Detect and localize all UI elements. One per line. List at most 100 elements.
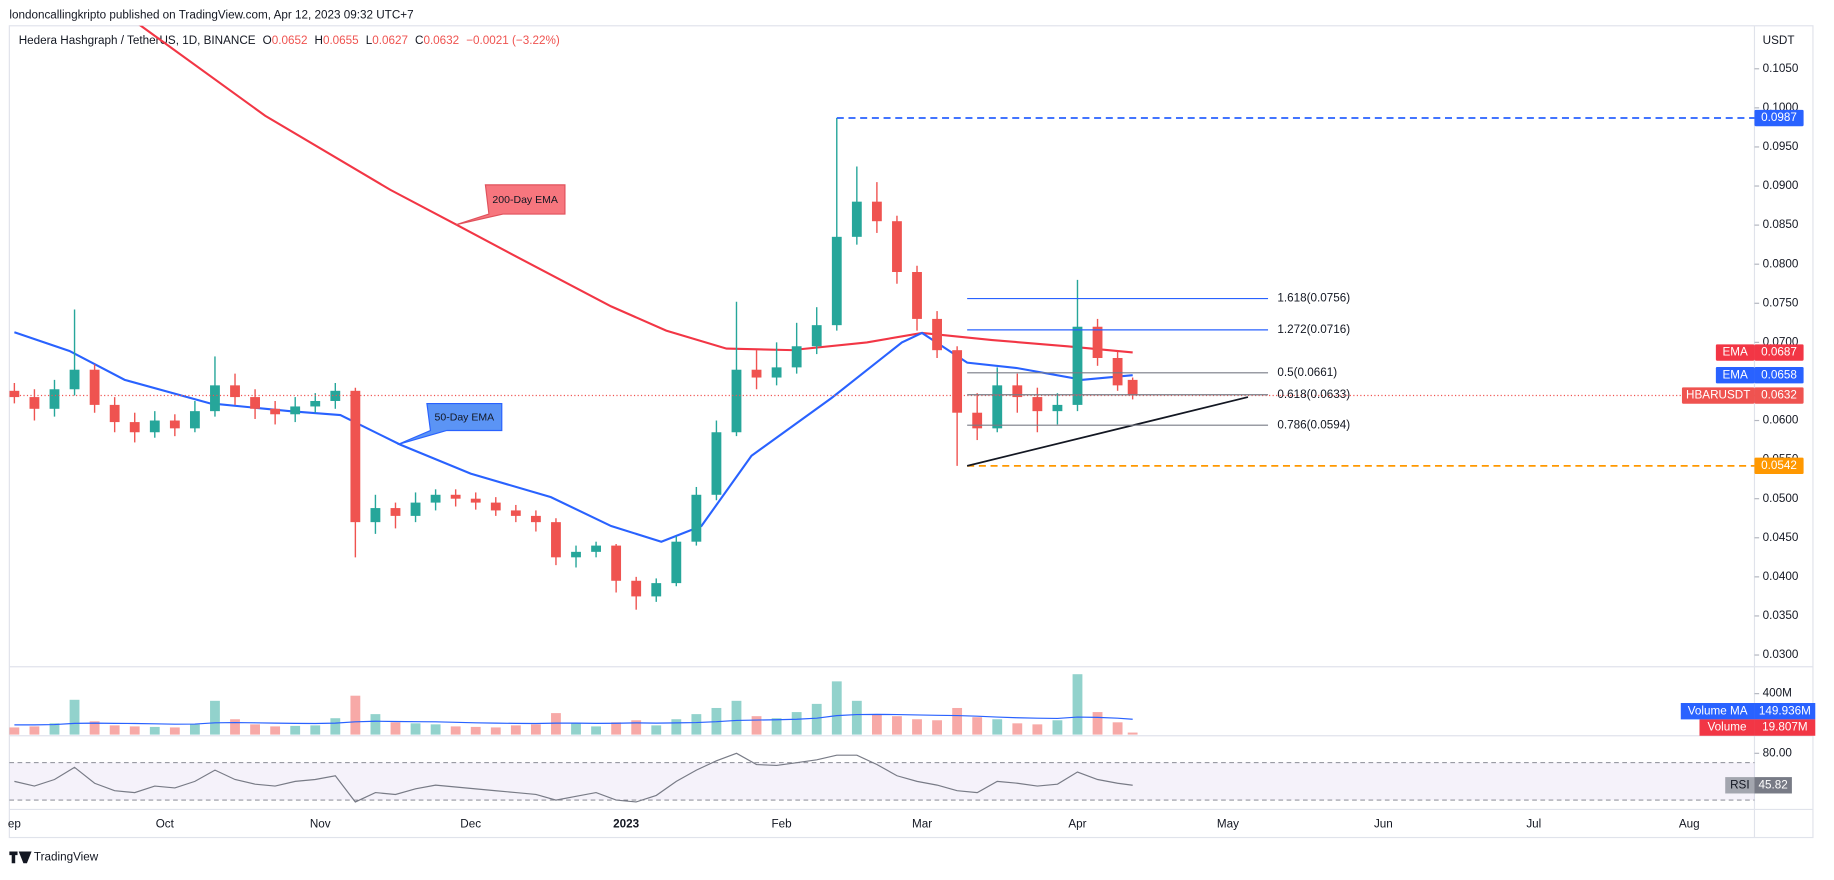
volume-bar bbox=[571, 723, 581, 735]
volume-bar bbox=[530, 724, 541, 735]
volume-bar bbox=[210, 700, 220, 735]
candle-body bbox=[490, 502, 501, 511]
change: −0.0021 (−3.22%) bbox=[466, 34, 560, 47]
candle-body bbox=[1092, 326, 1103, 358]
volume-badge-tag bbox=[1680, 703, 1755, 720]
volume-bar bbox=[611, 722, 622, 735]
candle-body bbox=[49, 389, 60, 409]
candle-body bbox=[109, 404, 120, 423]
trend-line bbox=[966, 396, 1249, 467]
volume-bar bbox=[9, 727, 20, 735]
badge-tag-text: EMA bbox=[1723, 368, 1749, 381]
volume-bar bbox=[851, 700, 862, 735]
fib-label: 0.786(0.0594) bbox=[1277, 418, 1350, 431]
candle-body bbox=[631, 580, 642, 597]
badge-tag bbox=[1681, 387, 1755, 404]
candle-body bbox=[571, 551, 581, 558]
main-pane: 1.618(0.0756) 1.272(0.0716) 0.5(0.0661) 0.6… bbox=[9, 25, 1755, 610]
volume-bar bbox=[831, 681, 842, 735]
volume-bar bbox=[89, 721, 100, 735]
badge-tag-text: EMA bbox=[1723, 346, 1749, 359]
fib-label: 0.5(0.0661) bbox=[1277, 366, 1337, 379]
candle-body bbox=[89, 369, 100, 405]
volume-bar bbox=[109, 725, 120, 735]
candle-body bbox=[691, 494, 702, 542]
volume-bar bbox=[510, 725, 521, 735]
volume-badge-value: 149.936M bbox=[1759, 704, 1811, 717]
x-tick-label: Dec bbox=[460, 818, 481, 831]
ohlc-value: 0.0632 bbox=[423, 34, 459, 47]
candle-body bbox=[250, 397, 260, 409]
x-tick-label: May bbox=[1217, 818, 1239, 831]
y-tick-label: 0.1050 bbox=[1763, 62, 1799, 75]
volume-bar bbox=[330, 718, 341, 735]
annotation-text: 200-Day EMA bbox=[492, 194, 557, 206]
frame bbox=[8, 25, 1814, 839]
candle-body bbox=[210, 385, 220, 412]
volume-bar bbox=[912, 719, 922, 735]
candle-body bbox=[671, 541, 682, 584]
candle-body bbox=[370, 508, 381, 523]
candle-body bbox=[992, 385, 1003, 429]
candle-body bbox=[1072, 326, 1083, 405]
rsi-badge-tag bbox=[1725, 777, 1755, 794]
volume-bar bbox=[370, 714, 381, 735]
candle-body bbox=[751, 369, 762, 378]
volume-bar bbox=[871, 714, 882, 735]
fib-label: 0.618(0.0633) bbox=[1277, 388, 1350, 401]
y-tick-label: 0.0450 bbox=[1763, 531, 1799, 544]
ohlc-value: 0.0652 bbox=[272, 34, 308, 47]
volume-tick-label: 400M bbox=[1763, 687, 1792, 700]
candle-body bbox=[731, 369, 742, 433]
candle-body bbox=[330, 390, 341, 401]
y-tick-label: 0.0350 bbox=[1763, 609, 1799, 622]
x-tick-label: Mar bbox=[912, 818, 932, 831]
price-badge-text: 0.0542 bbox=[1761, 459, 1797, 472]
candle-body bbox=[390, 508, 401, 516]
y-tick-label: 0.0800 bbox=[1763, 257, 1799, 270]
volume-bar bbox=[791, 712, 802, 735]
rsi-badge bbox=[1754, 777, 1792, 794]
callout bbox=[455, 184, 566, 226]
candle-body bbox=[430, 494, 441, 503]
footer-text: TradingView bbox=[34, 850, 99, 863]
volume-bar bbox=[250, 724, 260, 735]
volume-bar bbox=[49, 723, 60, 735]
candle-body bbox=[932, 318, 942, 351]
y-tick-label: 0.0850 bbox=[1763, 218, 1799, 231]
volume-bar bbox=[591, 726, 601, 735]
badge-tag bbox=[1715, 344, 1755, 361]
ohlc-value: 0.0627 bbox=[372, 34, 408, 47]
volume-bar bbox=[751, 716, 762, 735]
publisher: londoncallingkripto published on Trading… bbox=[9, 8, 413, 21]
candle-body bbox=[811, 325, 822, 347]
ohlc-letter: L bbox=[366, 34, 373, 47]
candle-body bbox=[851, 201, 862, 237]
symbol-title: Hedera Hashgraph / TetherUS, 1D, BINANCE bbox=[19, 34, 256, 47]
callout bbox=[397, 402, 503, 446]
ohlc-letter: C bbox=[415, 34, 423, 47]
price-badge bbox=[1754, 109, 1804, 127]
y-tick-label: 0.0750 bbox=[1763, 296, 1799, 309]
volume-bar bbox=[811, 703, 822, 735]
legend: Hedera Hashgraph / TetherUS, 1D, BINANCE… bbox=[19, 34, 560, 47]
y-tick-label: 0.0400 bbox=[1763, 570, 1799, 583]
annotation-200: 200-Day EMA bbox=[455, 184, 566, 226]
candle-body bbox=[470, 498, 481, 503]
candle-body bbox=[1032, 397, 1043, 412]
volume-bar bbox=[1052, 720, 1063, 735]
price-badge-text: 0.0632 bbox=[1761, 389, 1797, 402]
price-badge bbox=[1754, 457, 1804, 475]
candle-body bbox=[831, 236, 842, 326]
price-badge bbox=[1754, 344, 1804, 361]
volume-bar bbox=[1032, 724, 1043, 735]
rsi-band bbox=[9, 762, 1755, 801]
volume-bar bbox=[310, 725, 321, 735]
ohlc-letter: H bbox=[314, 34, 322, 47]
annotation-text: 50-Day EMA bbox=[435, 411, 495, 423]
candle-body bbox=[972, 412, 983, 429]
candle-body bbox=[771, 367, 782, 378]
price-badge-text: 0.0687 bbox=[1761, 346, 1797, 359]
volume-bar bbox=[671, 719, 682, 735]
volume-bar bbox=[932, 720, 942, 735]
